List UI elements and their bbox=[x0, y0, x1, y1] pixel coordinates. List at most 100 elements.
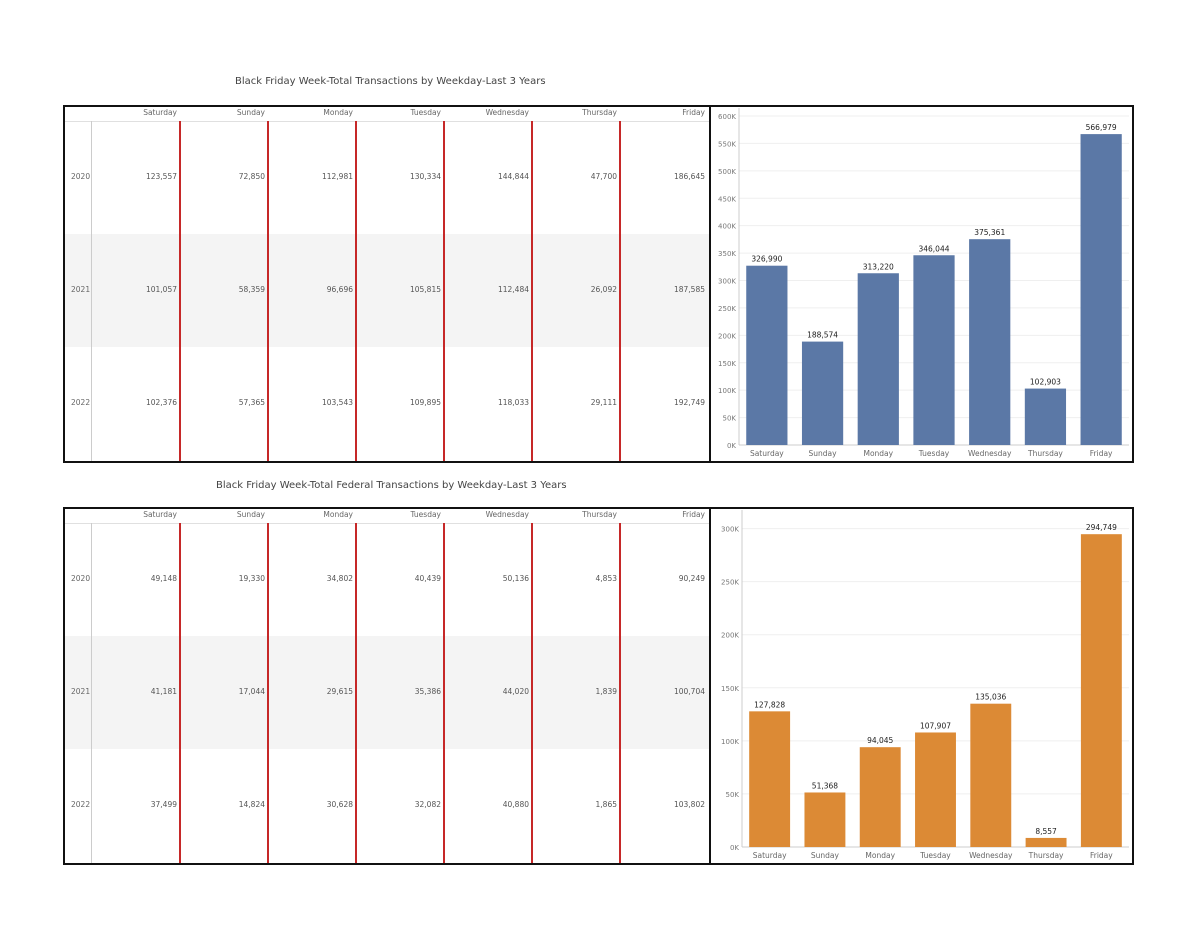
bar-tuesday bbox=[915, 732, 956, 847]
bar-thursday bbox=[1024, 388, 1067, 445]
y-tick-label: 500K bbox=[718, 168, 736, 176]
data-label: 135,036 bbox=[975, 693, 1006, 702]
column-header: Thursday bbox=[582, 510, 617, 519]
column-divider bbox=[267, 523, 269, 863]
column-header: Tuesday bbox=[410, 510, 441, 519]
y-tick-label: 100K bbox=[718, 387, 736, 395]
data-label: 294,749 bbox=[1086, 523, 1117, 532]
data-label: 346,044 bbox=[918, 244, 949, 253]
column-divider bbox=[179, 121, 181, 461]
federal-transactions-table: Saturday Sunday Monday Tuesday Wednesday Thur… bbox=[63, 507, 711, 865]
federal-transactions-bar-chart: 0K 50K 100K 150K 200K 250K 300K 127,828 Saturday… bbox=[721, 510, 1129, 860]
bar-monday bbox=[859, 747, 901, 847]
table-cell: 26,092 bbox=[590, 284, 617, 294]
table-cell: 1,839 bbox=[595, 686, 617, 696]
y-tick-label: 150K bbox=[718, 360, 736, 368]
y-tick-label: 0K bbox=[730, 844, 739, 852]
column-header: Thursday bbox=[582, 108, 617, 117]
table-cell: 109,895 bbox=[409, 397, 441, 407]
row-year: 2022 bbox=[71, 397, 91, 407]
column-header: Saturday bbox=[143, 510, 177, 519]
table-cell: 103,543 bbox=[321, 397, 353, 407]
column-header: Sunday bbox=[236, 108, 265, 117]
column-header: Monday bbox=[323, 510, 353, 519]
y-tick-label: 0K bbox=[727, 442, 736, 450]
table-cell: 130,334 bbox=[409, 171, 441, 181]
federal-transactions-chart-panel: 0K 50K 100K 150K 200K 250K 300K 127,828 Saturday… bbox=[709, 507, 1134, 865]
y-tick-label: 350K bbox=[718, 250, 736, 258]
y-tick-label: 300K bbox=[718, 278, 736, 286]
column-divider bbox=[179, 523, 181, 863]
table-cell: 96,696 bbox=[326, 284, 353, 294]
table-cell: 17,044 bbox=[238, 686, 265, 696]
x-tick-label: Sunday bbox=[809, 449, 838, 458]
data-label: 375,361 bbox=[974, 228, 1005, 237]
table-cell: 144,844 bbox=[497, 171, 529, 181]
table-cell: 192,749 bbox=[673, 397, 705, 407]
column-divider bbox=[267, 121, 269, 461]
total-transactions-table: Saturday Sunday Monday Tuesday Wednesday Thur… bbox=[63, 105, 711, 463]
year-column-divider bbox=[91, 121, 92, 461]
table-cell: 41,181 bbox=[150, 686, 177, 696]
y-tick-label: 100K bbox=[721, 738, 739, 746]
column-divider bbox=[531, 523, 533, 863]
bar-sunday bbox=[801, 341, 844, 445]
y-tick-label: 550K bbox=[718, 140, 736, 148]
bar-friday bbox=[1080, 534, 1122, 847]
x-tick-label: Thursday bbox=[1027, 449, 1063, 458]
row-band bbox=[65, 636, 709, 749]
table-cell: 100,704 bbox=[673, 686, 705, 696]
table-cell: 35,386 bbox=[414, 686, 441, 696]
table-cell: 72,850 bbox=[238, 171, 265, 181]
table-cell: 4,853 bbox=[595, 573, 617, 583]
table-cell: 34,802 bbox=[326, 573, 353, 583]
column-divider bbox=[619, 121, 621, 461]
bar-saturday bbox=[749, 711, 791, 847]
row-year: 2022 bbox=[71, 799, 91, 809]
x-tick-label: Saturday bbox=[753, 851, 787, 860]
table-cell: 123,557 bbox=[145, 171, 177, 181]
column-divider bbox=[443, 121, 445, 461]
data-label: 188,574 bbox=[807, 331, 838, 340]
header-divider bbox=[65, 121, 709, 122]
table-cell: 58,359 bbox=[238, 284, 265, 294]
table-cell: 14,824 bbox=[238, 799, 265, 809]
total-transactions-bar-chart: 0K 50K 100K 150K 200K 250K 300K 350K 400K 450K 500… bbox=[718, 108, 1129, 458]
table-cell: 30,628 bbox=[326, 799, 353, 809]
column-divider bbox=[355, 523, 357, 863]
table-cell: 102,376 bbox=[145, 397, 177, 407]
header-divider bbox=[65, 523, 709, 524]
y-tick-label: 400K bbox=[718, 223, 736, 231]
table-cell: 1,865 bbox=[595, 799, 617, 809]
y-tick-label: 450K bbox=[718, 195, 736, 203]
bar-wednesday bbox=[969, 239, 1011, 445]
x-tick-label: Tuesday bbox=[918, 449, 950, 458]
data-label: 102,903 bbox=[1030, 378, 1061, 387]
row-year: 2020 bbox=[71, 171, 91, 181]
table-cell: 44,020 bbox=[502, 686, 529, 696]
y-tick-label: 600K bbox=[718, 113, 736, 121]
column-divider bbox=[355, 121, 357, 461]
table-cell: 57,365 bbox=[238, 397, 265, 407]
y-tick-label: 200K bbox=[721, 632, 739, 640]
table-cell: 105,815 bbox=[409, 284, 441, 294]
table-cell: 49,148 bbox=[150, 573, 177, 583]
column-header: Sunday bbox=[236, 510, 265, 519]
data-label: 566,979 bbox=[1086, 123, 1117, 132]
table-cell: 47,700 bbox=[590, 171, 617, 181]
column-divider bbox=[531, 121, 533, 461]
row-year: 2021 bbox=[71, 686, 91, 696]
table-cell: 118,033 bbox=[497, 397, 529, 407]
x-tick-label: Friday bbox=[1090, 851, 1113, 860]
table-cell: 40,880 bbox=[502, 799, 529, 809]
federal-transactions-title: Black Friday Week-Total Federal Transact… bbox=[216, 480, 567, 491]
x-tick-label: Wednesday bbox=[968, 449, 1012, 458]
table-cell: 101,057 bbox=[145, 284, 177, 294]
total-transactions-title: Black Friday Week-Total Transactions by … bbox=[235, 76, 546, 87]
column-header: Wednesday bbox=[485, 108, 529, 117]
table-cell: 37,499 bbox=[150, 799, 177, 809]
y-tick-label: 250K bbox=[721, 579, 739, 587]
table-cell: 19,330 bbox=[238, 573, 265, 583]
row-year: 2020 bbox=[71, 573, 91, 583]
y-tick-label: 50K bbox=[723, 415, 737, 423]
